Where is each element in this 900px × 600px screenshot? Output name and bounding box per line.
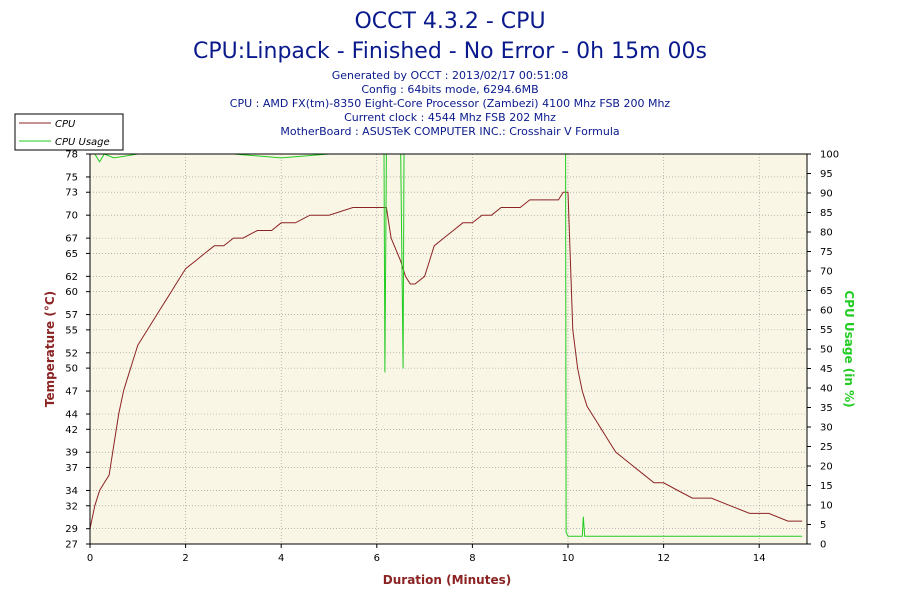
y2-tick-label: 95 [820, 169, 833, 180]
y-tick-label: 52 [65, 348, 78, 359]
x-tick-label: 4 [278, 553, 284, 564]
y2-tick-label: 40 [820, 384, 833, 395]
y-tick-label: 39 [65, 448, 78, 459]
y-axis-label: Temperature (°C) [43, 291, 57, 407]
y-tick-label: 42 [65, 425, 78, 436]
y2-tick-label: 100 [820, 150, 839, 161]
y2-tick-label: 10 [820, 501, 833, 512]
y2-tick-label: 70 [820, 267, 833, 278]
x-tick-label: 14 [753, 553, 766, 564]
y-tick-label: 60 [65, 287, 78, 298]
y2-tick-label: 60 [820, 306, 833, 317]
chart-subtitle: CPU:Linpack - Finished - No Error - 0h 1… [193, 39, 707, 64]
y-tick-label: 65 [65, 249, 78, 260]
x-tick-label: 12 [657, 553, 670, 564]
y2-tick-label: 45 [820, 364, 833, 375]
info-block: Generated by OCCT : 2013/02/17 00:51:08 … [230, 69, 671, 138]
y2-tick-label: 55 [820, 325, 833, 336]
info-line-cpu: CPU : AMD FX(tm)-8350 Eight-Core Process… [230, 97, 671, 110]
y2-tick-label: 90 [820, 189, 833, 200]
x-axis-label: Duration (Minutes) [383, 573, 511, 587]
y2-axis-label: CPU Usage (in %) [842, 290, 856, 407]
y-tick-label: 29 [65, 524, 78, 535]
y-tick-label: 27 [65, 540, 78, 551]
y-tick-label: 75 [65, 172, 78, 183]
y2-tick-label: 30 [820, 423, 833, 434]
y2-tick-label: 35 [820, 403, 833, 414]
grid [90, 154, 807, 544]
y2-tick-label: 80 [820, 228, 833, 239]
x-tick-label: 0 [87, 553, 93, 564]
y-tick-label: 55 [65, 325, 78, 336]
info-line-motherboard: MotherBoard : ASUSTeK COMPUTER INC.: Cro… [280, 125, 619, 138]
x-tick-label: 8 [469, 553, 475, 564]
legend-label-cpu-usage: CPU Usage [55, 137, 110, 148]
tick-labels: 0 2 4 6 8 10 12 1427293234373942444750525557606… [65, 150, 839, 565]
x-tick-label: 10 [562, 553, 575, 564]
y2-tick-label: 0 [820, 540, 826, 551]
y-tick-label: 70 [65, 211, 78, 222]
y-tick-label: 47 [65, 387, 78, 398]
y-tick-label: 73 [65, 188, 78, 199]
y2-tick-label: 85 [820, 208, 833, 219]
legend-box [14, 113, 124, 151]
plot-frame [89, 153, 808, 545]
info-line-clock: Current clock : 4544 Mhz FSB 202 Mhz [344, 111, 556, 124]
y2-tick-label: 75 [820, 247, 833, 258]
y-tick-label: 57 [65, 310, 78, 321]
series-line-cpu-temperature [89, 191, 803, 529]
y-tick-label: 34 [65, 486, 78, 497]
y-tick-label: 44 [65, 410, 78, 421]
y-tick-label: 50 [65, 364, 78, 375]
x-tick-label: 6 [374, 553, 380, 564]
y-tick-label: 62 [65, 272, 78, 283]
y2-tick-label: 20 [820, 462, 833, 473]
plot-area [90, 154, 807, 544]
legend: CPU CPU Usage [14, 113, 124, 151]
y2-tick-label: 25 [820, 442, 833, 453]
y2-tick-label: 65 [820, 286, 833, 297]
y-tick-label: 32 [65, 501, 78, 512]
y2-tick-label: 15 [820, 481, 833, 492]
chart-title: OCCT 4.3.2 - CPU [354, 9, 545, 34]
info-line-config: Config : 64bits mode, 6294.6MB [361, 83, 538, 96]
y-tick-label: 37 [65, 463, 78, 474]
y2-tick-label: 50 [820, 345, 833, 356]
y-tick-label: 67 [65, 234, 78, 245]
y-tick-label: 78 [65, 150, 78, 161]
y2-tick-label: 5 [820, 520, 826, 531]
x-tick-label: 2 [182, 553, 188, 564]
legend-label-cpu: CPU [55, 119, 76, 130]
info-line-generated: Generated by OCCT : 2013/02/17 00:51:08 [332, 69, 569, 82]
